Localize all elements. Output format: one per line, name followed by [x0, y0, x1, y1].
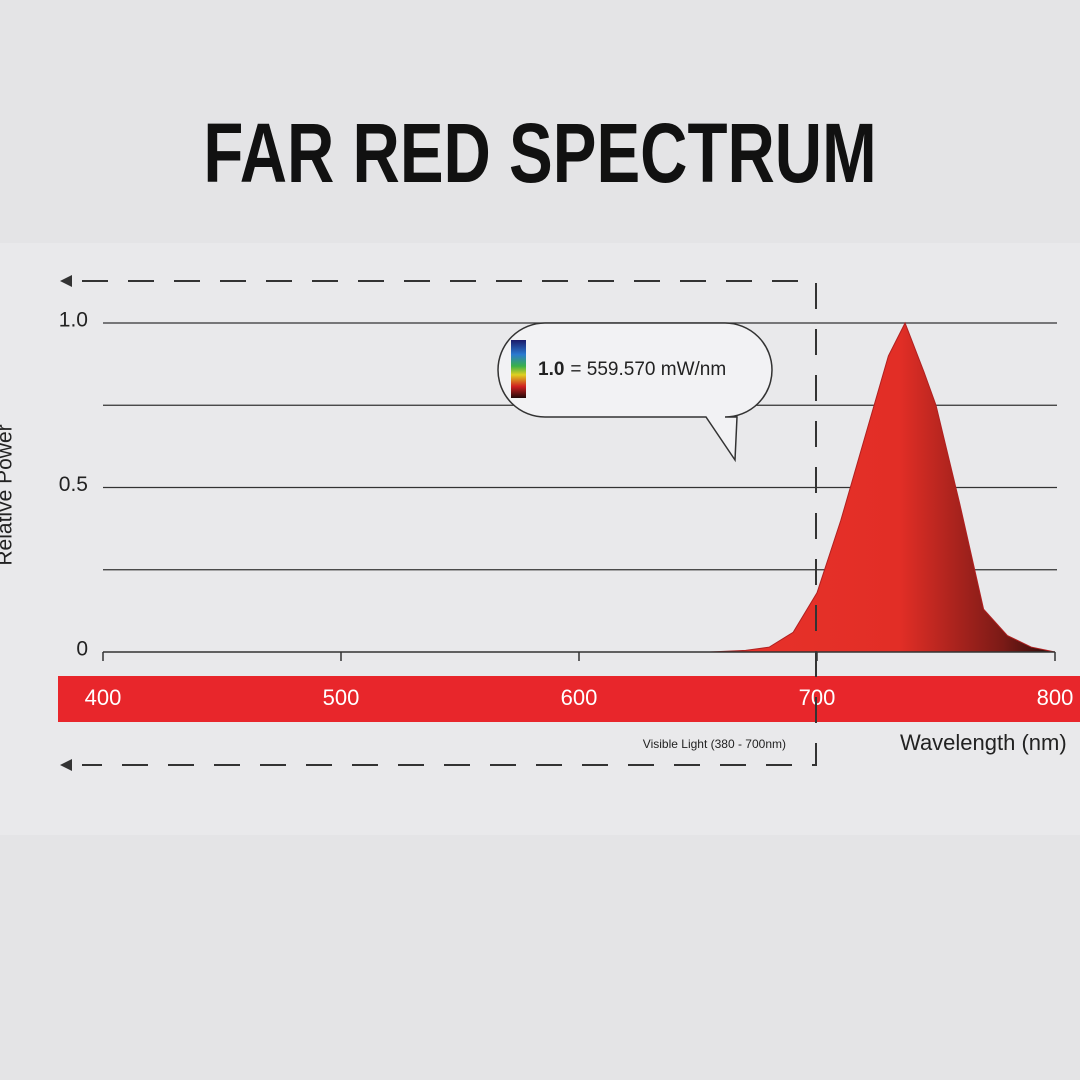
- x-tick-label: 400: [85, 685, 122, 710]
- y-axis-label: Relative Power: [0, 424, 17, 565]
- y-tick-label: 0.5: [59, 473, 88, 496]
- arrow-head: [60, 275, 72, 287]
- band-label: Visible Light (380 - 700nm): [643, 737, 786, 751]
- x-tick-label: 600: [561, 685, 598, 710]
- x-tick-label: 500: [323, 685, 360, 710]
- color-scale: [511, 340, 526, 398]
- x-tick-label: 800: [1037, 685, 1074, 710]
- title: FAR RED SPECTRUM: [203, 106, 876, 200]
- visible-bracket: [82, 280, 817, 766]
- wavelength-band: [58, 676, 1080, 722]
- y-tick-label: 1.0: [59, 309, 88, 332]
- y-tick-label: 0: [76, 638, 88, 661]
- arrow-head: [60, 759, 72, 771]
- callout: [497, 322, 773, 463]
- spectrum-area: [709, 321, 1056, 653]
- x-axis-label: Wavelength (nm): [900, 730, 1067, 755]
- annotation-bold: 1.0: [538, 359, 564, 380]
- annotation: 1.0 = 559.570 mW/nm: [538, 359, 726, 380]
- annotation-text: = 559.570 mW/nm: [570, 359, 726, 380]
